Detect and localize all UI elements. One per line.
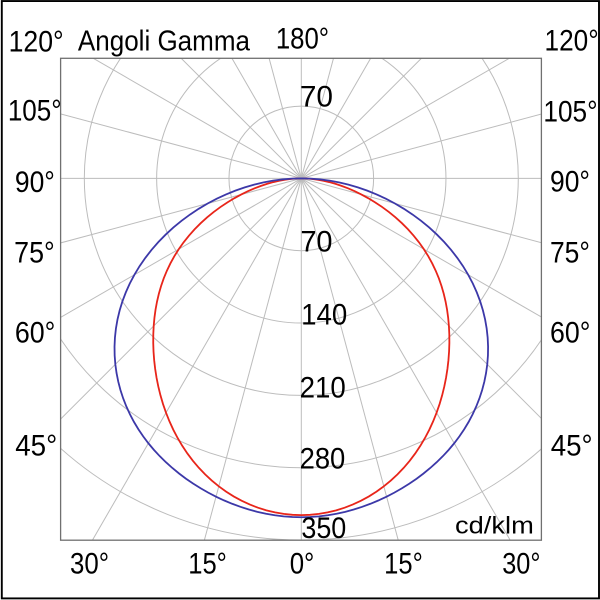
- svg-text:105°: 105°: [543, 96, 597, 129]
- svg-text:105°: 105°: [8, 95, 62, 128]
- svg-text:15°: 15°: [188, 548, 227, 581]
- svg-text:0°: 0°: [290, 548, 315, 581]
- svg-text:75°: 75°: [14, 237, 55, 270]
- svg-text:140: 140: [301, 299, 347, 332]
- svg-text:70: 70: [300, 81, 333, 114]
- svg-text:30°: 30°: [70, 548, 109, 581]
- svg-text:30°: 30°: [502, 548, 540, 581]
- svg-text:210: 210: [300, 372, 346, 405]
- svg-text:75°: 75°: [550, 237, 590, 270]
- svg-text:90°: 90°: [550, 165, 590, 198]
- svg-text:180°: 180°: [276, 23, 329, 56]
- svg-text:90°: 90°: [15, 166, 55, 199]
- svg-text:280: 280: [300, 443, 346, 476]
- svg-text:120°: 120°: [545, 25, 599, 58]
- svg-text:70: 70: [300, 226, 332, 259]
- svg-text:Angoli Gamma: Angoli Gamma: [78, 25, 251, 57]
- svg-text:cd/klm: cd/klm: [455, 513, 534, 540]
- svg-text:15°: 15°: [384, 548, 423, 581]
- svg-text:45°: 45°: [551, 430, 593, 463]
- svg-text:120°: 120°: [9, 26, 64, 59]
- svg-text:60°: 60°: [550, 317, 590, 350]
- svg-text:350: 350: [301, 512, 346, 545]
- svg-text:60°: 60°: [15, 317, 56, 350]
- svg-text:45°: 45°: [15, 430, 57, 463]
